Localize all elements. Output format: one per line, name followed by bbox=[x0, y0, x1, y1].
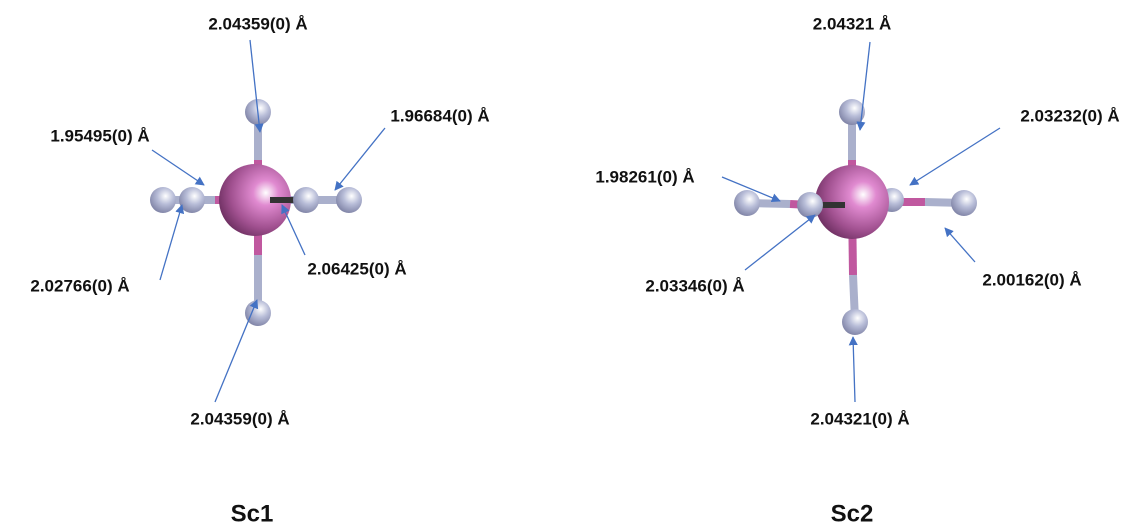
arrow bbox=[282, 205, 305, 255]
bond-label: 1.95495(0) Å bbox=[50, 126, 149, 145]
arrow bbox=[152, 150, 204, 185]
arrow bbox=[860, 42, 870, 130]
arrow bbox=[160, 205, 182, 280]
arrow bbox=[745, 215, 815, 270]
bond-label: 2.04321 Å bbox=[813, 14, 891, 33]
arrow bbox=[853, 337, 855, 402]
bond-label: 2.03232(0) Å bbox=[1020, 106, 1119, 125]
molecule-sc2 bbox=[734, 99, 977, 335]
bond-label: 2.04359(0) Å bbox=[190, 409, 289, 428]
arrow bbox=[945, 228, 975, 262]
bond-label: 1.96684(0) Å bbox=[390, 106, 489, 125]
bond-label: 2.04321(0) Å bbox=[810, 409, 909, 428]
molecule-sc1 bbox=[150, 99, 362, 326]
bond-label: 1.98261(0) Å bbox=[595, 167, 694, 186]
bond-label: 2.00162(0) Å bbox=[982, 270, 1081, 289]
arrow bbox=[335, 128, 385, 190]
molecule-title: Sc1 bbox=[231, 500, 274, 527]
arrow bbox=[910, 128, 1000, 185]
bond-label: 2.04359(0) Å bbox=[208, 14, 307, 33]
bond-label: 2.03346(0) Å bbox=[645, 276, 744, 295]
diagram: 2.04359(0) Å 1.95495(0) Å 1.96684(0) Å 2… bbox=[0, 0, 1143, 529]
molecule-title: Sc2 bbox=[831, 500, 874, 527]
arrow bbox=[215, 300, 257, 402]
bond-label: 2.02766(0) Å bbox=[30, 276, 129, 295]
bond-label: 2.06425(0) Å bbox=[307, 259, 406, 278]
